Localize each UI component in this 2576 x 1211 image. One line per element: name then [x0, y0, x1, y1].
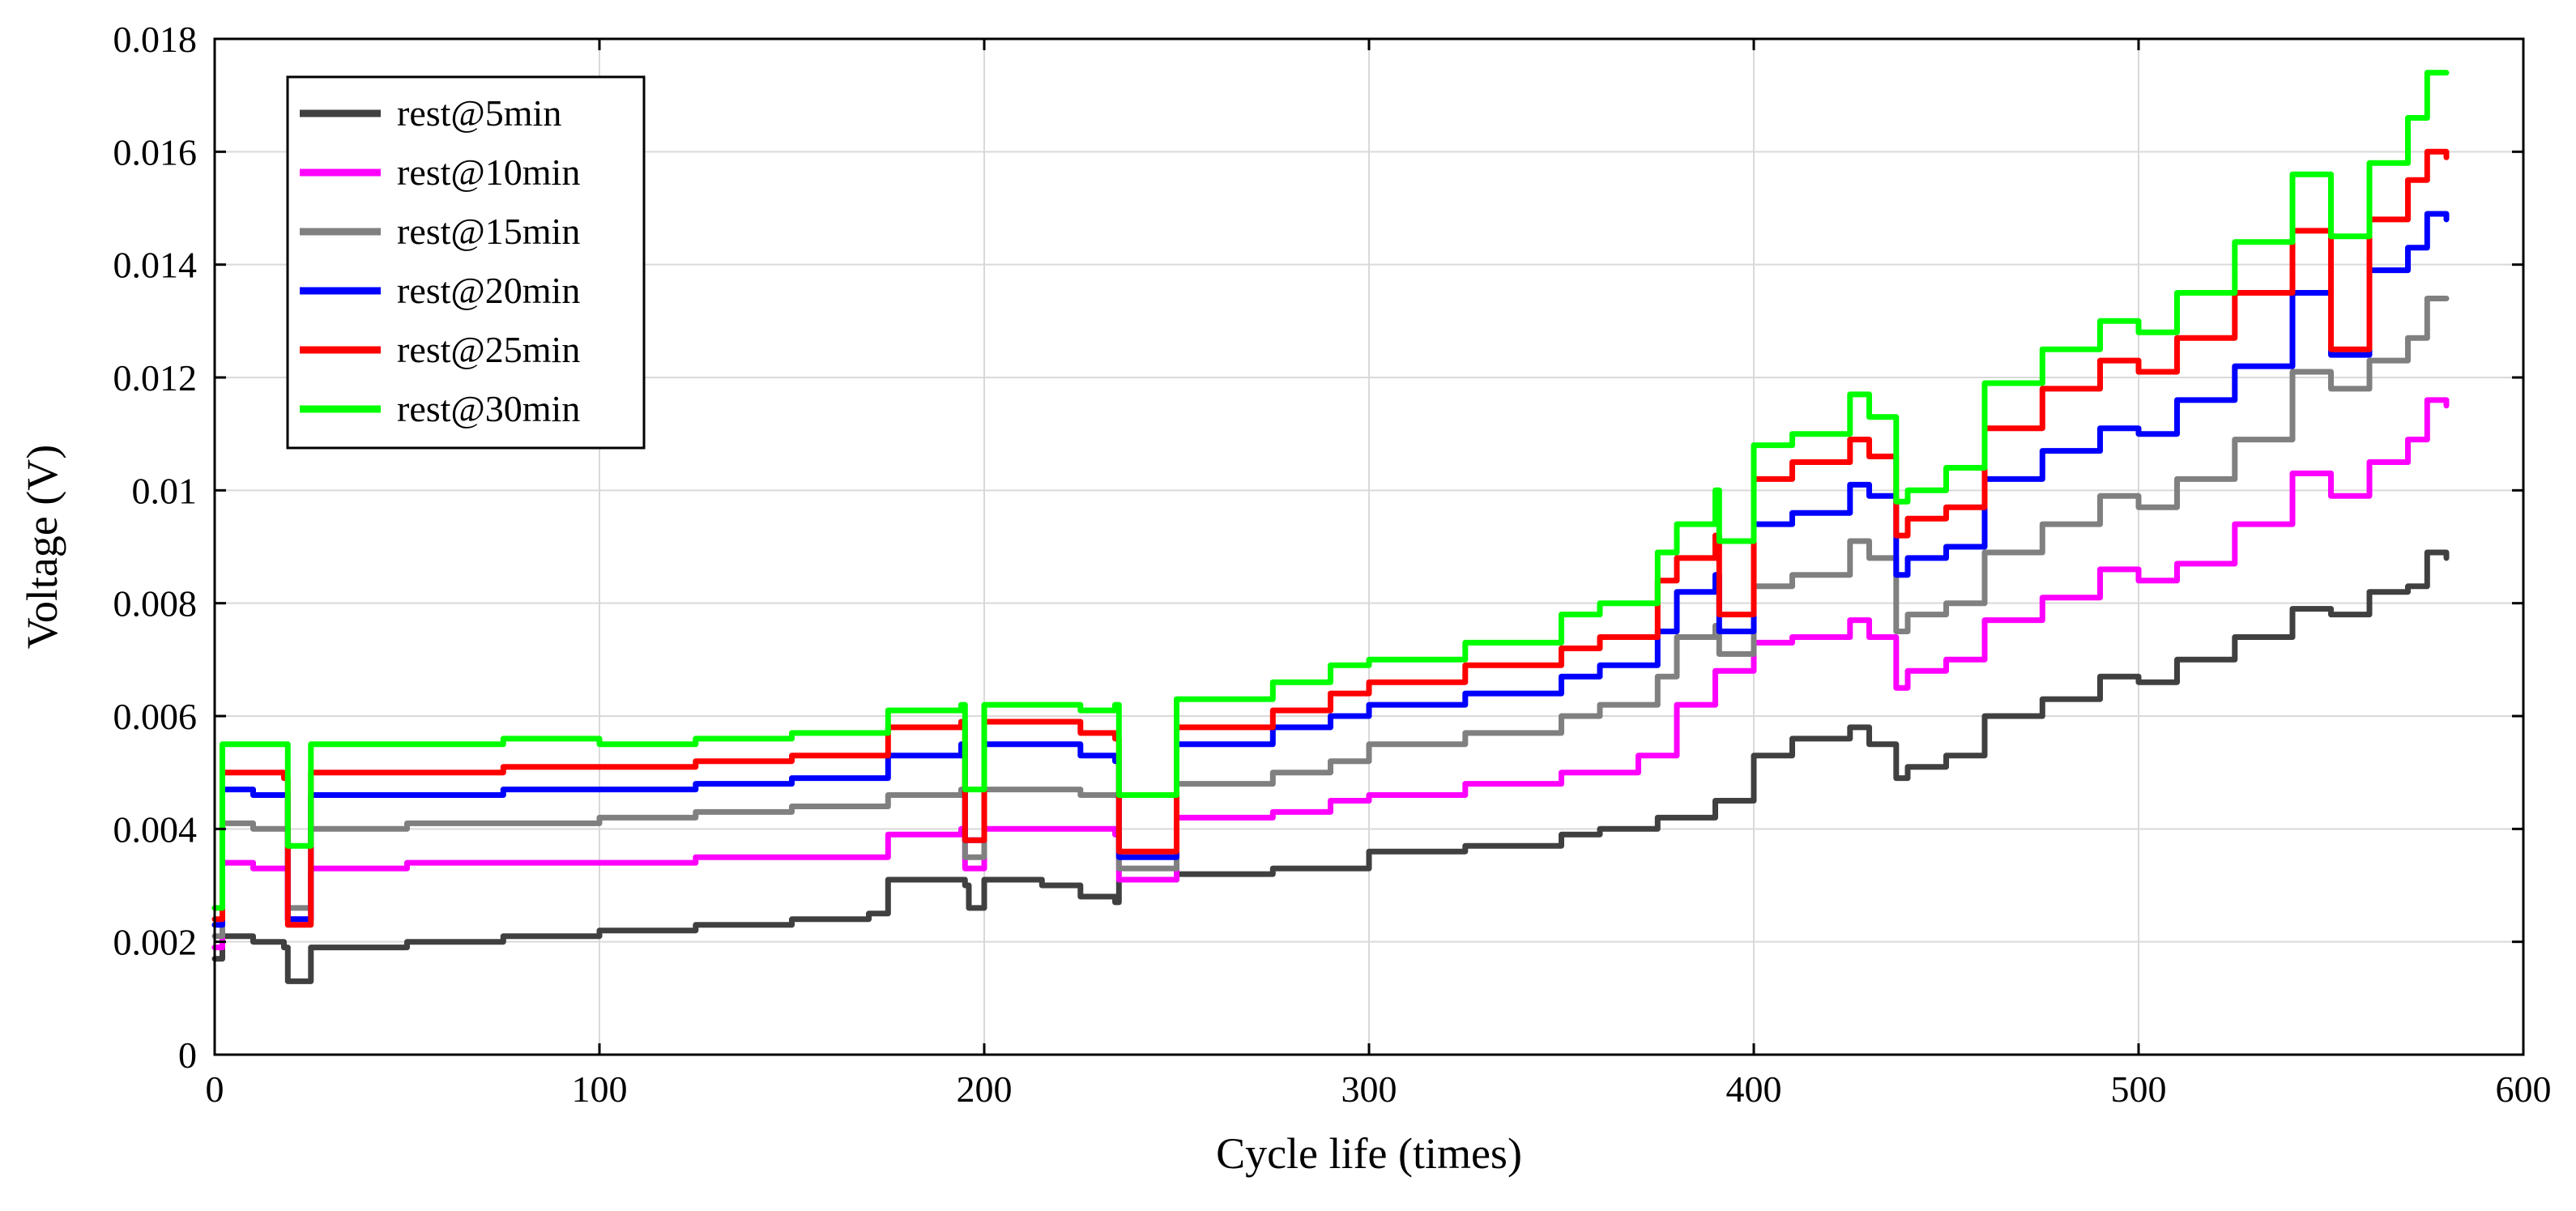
x-tick-label: 300 — [1341, 1068, 1397, 1110]
x-axis-label: Cycle life (times) — [1216, 1129, 1522, 1178]
series-line-rest-15min — [211, 296, 2450, 940]
y-tick-label: 0.004 — [113, 808, 198, 850]
series-lines — [211, 70, 2450, 984]
y-axis-tick-labels: 0 0.002 0.004 0.006 0.008 0.01 0.012 0.014 0.016… — [113, 19, 198, 1076]
series-line-rest-5min — [211, 549, 2450, 984]
legend: rest@5min rest@10min rest@15min rest@20min r… — [286, 75, 646, 450]
y-tick-label: 0.016 — [113, 131, 198, 173]
legend-box — [286, 75, 646, 450]
x-tick-label: 200 — [957, 1068, 1013, 1110]
y-tick-label: 0.006 — [113, 696, 198, 737]
legend-label: rest@20min — [397, 270, 580, 311]
legend-label: rest@10min — [397, 151, 580, 193]
series-line-rest-20min — [211, 211, 2450, 928]
legend-label: rest@5min — [397, 92, 561, 134]
y-tick-label: 0.01 — [132, 470, 198, 511]
y-tick-label: 0.008 — [113, 583, 198, 625]
y-tick-label: 0.018 — [113, 19, 198, 60]
series-line-rest-10min — [211, 397, 2450, 951]
x-tick-label: 400 — [1726, 1068, 1782, 1110]
axis-ticks — [213, 37, 2525, 1056]
series-line-rest-25min — [211, 148, 2450, 928]
legend-label: rest@15min — [397, 211, 580, 252]
y-tick-label: 0 — [178, 1034, 197, 1076]
series-line-rest-30min — [211, 70, 2450, 911]
y-tick-label: 0.002 — [113, 922, 198, 963]
x-tick-label: 100 — [572, 1068, 628, 1110]
legend-label: rest@30min — [397, 388, 580, 429]
x-axis-tick-labels: 0 100 200 300 400 500 600 — [206, 1068, 2552, 1110]
y-tick-label: 0.012 — [113, 357, 198, 399]
legend-label: rest@25min — [397, 329, 580, 370]
x-tick-label: 500 — [2111, 1068, 2167, 1110]
x-tick-label: 600 — [2496, 1068, 2552, 1110]
y-axis-label: Voltage (V) — [18, 445, 66, 649]
x-tick-label: 0 — [206, 1068, 224, 1110]
y-tick-label: 0.014 — [113, 245, 198, 286]
